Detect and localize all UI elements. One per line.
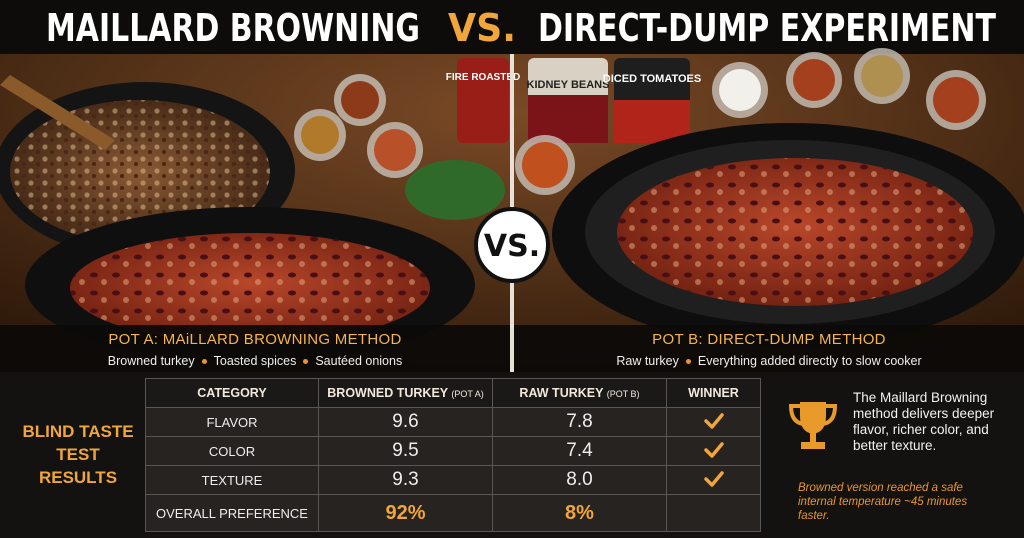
pot-a-title: POT A: MAiLLARD BROWNING METHOD: [108, 331, 402, 348]
table-row: TEXTURE 9.3 8.0: [145, 465, 761, 495]
check-icon: [703, 441, 724, 458]
summary-note: Browned version reached a safe internal …: [798, 482, 968, 522]
pot-a-cell: 9.3: [318, 465, 493, 495]
title-vs: VS.: [448, 6, 516, 50]
column-note: (POT A): [451, 389, 484, 399]
left-photo: FIRE ROASTED: [0, 58, 520, 363]
winner-cell: [666, 465, 761, 495]
category-cell: OVERALL PREFERENCE: [145, 494, 319, 532]
bullet: [303, 359, 309, 365]
feature: Toasted spices: [213, 354, 297, 368]
vs-badge: [474, 207, 550, 283]
winner-cell: [666, 494, 761, 532]
trophy-icon: [788, 402, 838, 449]
column-header: WINNER: [666, 378, 761, 408]
column-header: CATEGORY: [145, 378, 319, 408]
feature: Everything added directly to slow cooker: [697, 354, 922, 368]
vs-badge-text: VS.: [484, 229, 540, 264]
column-header: BROWNED TURKEY (POT A): [318, 378, 493, 408]
pot-b-cell: 7.4: [492, 436, 667, 466]
feature: Raw turkey: [616, 354, 679, 368]
pot-a-cell: 92%: [318, 494, 493, 532]
bullet: [201, 359, 207, 365]
results-table: CATEGORY BROWNED TURKEY (POT A) RAW TURK…: [145, 378, 761, 532]
can-label: DICED TOMATOES: [603, 73, 701, 85]
pot-b-cell: 8.0: [492, 465, 667, 495]
column-name: RAW TURKEY: [519, 386, 604, 400]
title-band: [0, 0, 1024, 54]
pot-b-caption: POT B: DIRECT-DUMP METHOD Raw turkey Ever…: [514, 325, 1024, 372]
category-cell: TEXTURE: [145, 465, 319, 495]
category-cell: FLAVOR: [145, 407, 319, 437]
pot-b-cell: 8%: [492, 494, 667, 532]
pot-a-features: Browned turkey Toasted spices Sautéed onio…: [0, 354, 510, 368]
header-row: CATEGORY BROWNED TURKEY (POT A) RAW TURK…: [145, 378, 761, 408]
winner-cell: [666, 436, 761, 466]
feature: Sautéed onions: [315, 354, 403, 368]
pot-b-features: Raw turkey Everything added directly to s…: [514, 354, 1024, 368]
category-cell: COLOR: [145, 436, 319, 466]
winner-cell: [666, 407, 761, 437]
pot-a-cell: 9.6: [318, 407, 493, 437]
summary-text: The Maillard Browning method delivers de…: [853, 390, 995, 453]
table-row: OVERALL PREFERENCE 92% 8%: [145, 494, 761, 532]
pot-a-cell: 9.5: [318, 436, 493, 466]
column-note: (POT B): [606, 389, 640, 399]
check-icon: [703, 470, 724, 487]
can-label: FIRE ROASTED: [446, 72, 520, 83]
check-icon: [703, 412, 724, 429]
title-right: DIRECT-DUMP EXPERIMENT: [538, 6, 996, 50]
column-header: RAW TURKEY (POT B): [492, 378, 667, 408]
column-name: BROWNED TURKEY: [327, 386, 448, 400]
can-label: KIDNEY BEANS: [527, 79, 610, 91]
results-label: BLIND TASTE TEST RESULTS: [22, 422, 134, 487]
pot-a-caption: POT A: MAiLLARD BROWNING METHOD Browned …: [0, 325, 510, 372]
table-row: COLOR 9.5 7.4: [145, 436, 761, 466]
bullet: [685, 359, 691, 365]
pot-b-cell: 7.8: [492, 407, 667, 437]
right-photo: KIDNEY BEANS DICED TOMATOES: [515, 48, 1024, 347]
table-row: FLAVOR 9.6 7.8: [145, 407, 761, 437]
pot-b-title: POT B: DIRECT-DUMP METHOD: [652, 331, 886, 348]
photo-collage: MAILLARD BROWNING VS. DIRECT-DUMP EXPERI…: [0, 0, 1024, 372]
feature: Browned turkey: [107, 354, 195, 368]
title-left: MAILLARD BROWNING: [46, 6, 420, 50]
